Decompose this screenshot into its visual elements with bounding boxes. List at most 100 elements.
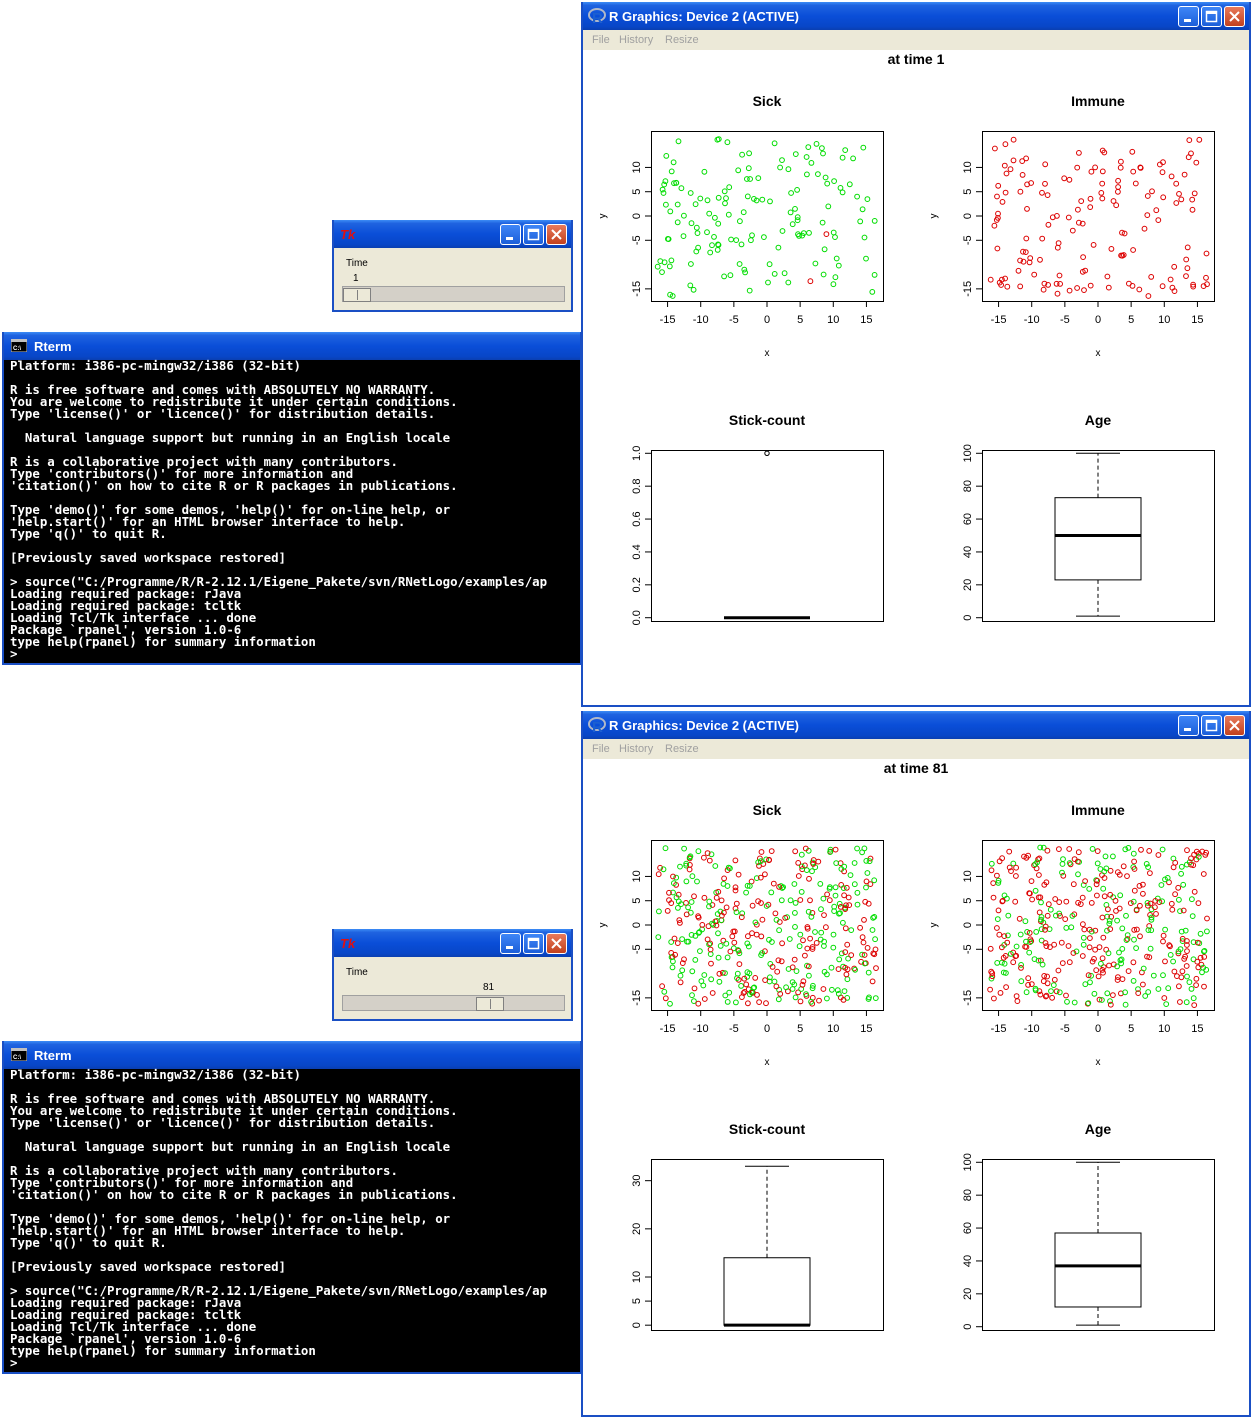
menu-history[interactable]: History bbox=[619, 34, 654, 46]
data-point bbox=[1116, 949, 1122, 956]
console-line: Platform: i386-pc-mingw32/i386 (32-bit) bbox=[10, 358, 301, 373]
console-line: Loading Tcl/Tk interface ... done bbox=[10, 1319, 257, 1334]
menu-history[interactable]: History bbox=[619, 743, 654, 755]
data-point bbox=[857, 218, 864, 225]
time-slider[interactable] bbox=[342, 286, 565, 302]
y-tick-label: 0 bbox=[631, 922, 643, 928]
data-point bbox=[1006, 848, 1013, 855]
data-point bbox=[723, 904, 730, 911]
data-point bbox=[1096, 996, 1103, 1003]
rterm-console-2[interactable]: Platform: i386-pc-mingw32/i386 (32-bit) … bbox=[10, 1068, 580, 1372]
data-point bbox=[696, 929, 703, 935]
rterm-console-1[interactable]: Platform: i386-pc-mingw32/i386 (32-bit) … bbox=[10, 358, 580, 663]
data-point bbox=[1081, 287, 1087, 294]
data-point bbox=[687, 862, 693, 868]
data-point bbox=[683, 911, 690, 918]
data-point bbox=[827, 849, 834, 855]
menu-resize[interactable]: Resize bbox=[665, 743, 699, 755]
time-slider[interactable] bbox=[342, 995, 565, 1011]
data-point bbox=[1043, 992, 1050, 999]
data-point bbox=[1135, 986, 1141, 993]
maximize-button[interactable] bbox=[1201, 6, 1222, 27]
tk-title-bar-1[interactable]: Tk bbox=[334, 220, 571, 248]
time-slider-thumb[interactable] bbox=[476, 997, 504, 1011]
minimize-button[interactable] bbox=[1178, 715, 1199, 736]
data-point bbox=[1075, 871, 1081, 878]
data-point bbox=[997, 990, 1004, 996]
data-point bbox=[1045, 221, 1052, 228]
data-point bbox=[793, 968, 800, 975]
data-point bbox=[1044, 912, 1051, 919]
data-point bbox=[860, 939, 867, 946]
data-point bbox=[1167, 276, 1174, 283]
time-slider-thumb[interactable] bbox=[343, 288, 371, 302]
data-point bbox=[673, 874, 680, 881]
data-point bbox=[689, 992, 695, 999]
data-point bbox=[850, 155, 857, 162]
data-point bbox=[1056, 272, 1063, 279]
data-point bbox=[746, 287, 753, 294]
data-point bbox=[1148, 274, 1155, 280]
data-point bbox=[864, 945, 871, 951]
close-button[interactable] bbox=[1224, 6, 1245, 27]
data-point bbox=[851, 860, 858, 866]
menu-resize[interactable]: Resize bbox=[665, 34, 699, 46]
data-point bbox=[1047, 906, 1054, 913]
graphics-title-bar-2[interactable]: R R Graphics: Device 2 (ACTIVE) bbox=[583, 711, 1249, 739]
data-point bbox=[1130, 850, 1137, 857]
tk-title-bar-2[interactable]: Tk bbox=[334, 929, 571, 957]
data-point bbox=[805, 908, 812, 915]
close-button[interactable] bbox=[1224, 715, 1245, 736]
data-point bbox=[808, 160, 815, 166]
data-point bbox=[1041, 973, 1048, 979]
close-button[interactable] bbox=[546, 933, 567, 954]
rterm-title-bar-1[interactable]: C:\ Rterm bbox=[4, 332, 580, 360]
data-point bbox=[995, 210, 1001, 217]
data-point bbox=[806, 875, 812, 882]
menu-file[interactable]: File bbox=[592, 34, 610, 46]
data-point bbox=[839, 154, 846, 161]
minimize-button[interactable] bbox=[500, 933, 521, 954]
data-point bbox=[659, 186, 666, 193]
y-axis-label: y bbox=[598, 214, 609, 219]
data-point bbox=[829, 986, 835, 993]
x-tick-label: 0 bbox=[764, 1023, 770, 1035]
data-point bbox=[1122, 989, 1128, 996]
data-point bbox=[1056, 846, 1062, 852]
data-point bbox=[706, 898, 713, 905]
data-point bbox=[1159, 169, 1166, 176]
data-point bbox=[1140, 890, 1146, 897]
data-point bbox=[865, 900, 872, 907]
data-point bbox=[1184, 973, 1190, 980]
data-point bbox=[724, 139, 731, 146]
minimize-button[interactable] bbox=[1178, 6, 1199, 27]
close-button[interactable] bbox=[546, 224, 567, 245]
data-point bbox=[1194, 939, 1201, 946]
data-point bbox=[704, 936, 711, 943]
data-point bbox=[795, 860, 802, 866]
data-point bbox=[704, 197, 711, 204]
y-tick-label: 10 bbox=[631, 1271, 643, 1283]
minimize-button[interactable] bbox=[500, 224, 521, 245]
data-point bbox=[1042, 923, 1049, 930]
menu-file[interactable]: File bbox=[592, 743, 610, 755]
maximize-button[interactable] bbox=[523, 224, 544, 245]
maximize-button[interactable] bbox=[523, 933, 544, 954]
data-point bbox=[729, 933, 736, 940]
data-point bbox=[1148, 914, 1155, 921]
graphics-title-bar-1[interactable]: R R Graphics: Device 2 (ACTIVE) bbox=[583, 2, 1249, 30]
data-point bbox=[1179, 935, 1186, 942]
data-point bbox=[854, 193, 861, 200]
console-line: > bbox=[10, 1355, 18, 1370]
data-point bbox=[990, 880, 997, 886]
data-point bbox=[701, 168, 708, 175]
data-point bbox=[715, 954, 722, 961]
data-point bbox=[768, 889, 775, 896]
maximize-button[interactable] bbox=[1201, 715, 1222, 736]
rterm-title-bar-2[interactable]: C:\ Rterm bbox=[4, 1041, 580, 1069]
data-point bbox=[995, 182, 1002, 189]
data-point bbox=[739, 994, 745, 1001]
data-point bbox=[995, 877, 1002, 884]
console-line: Type 'contributors()' for more informati… bbox=[10, 466, 354, 481]
y-tick-label: 0 bbox=[962, 922, 974, 928]
